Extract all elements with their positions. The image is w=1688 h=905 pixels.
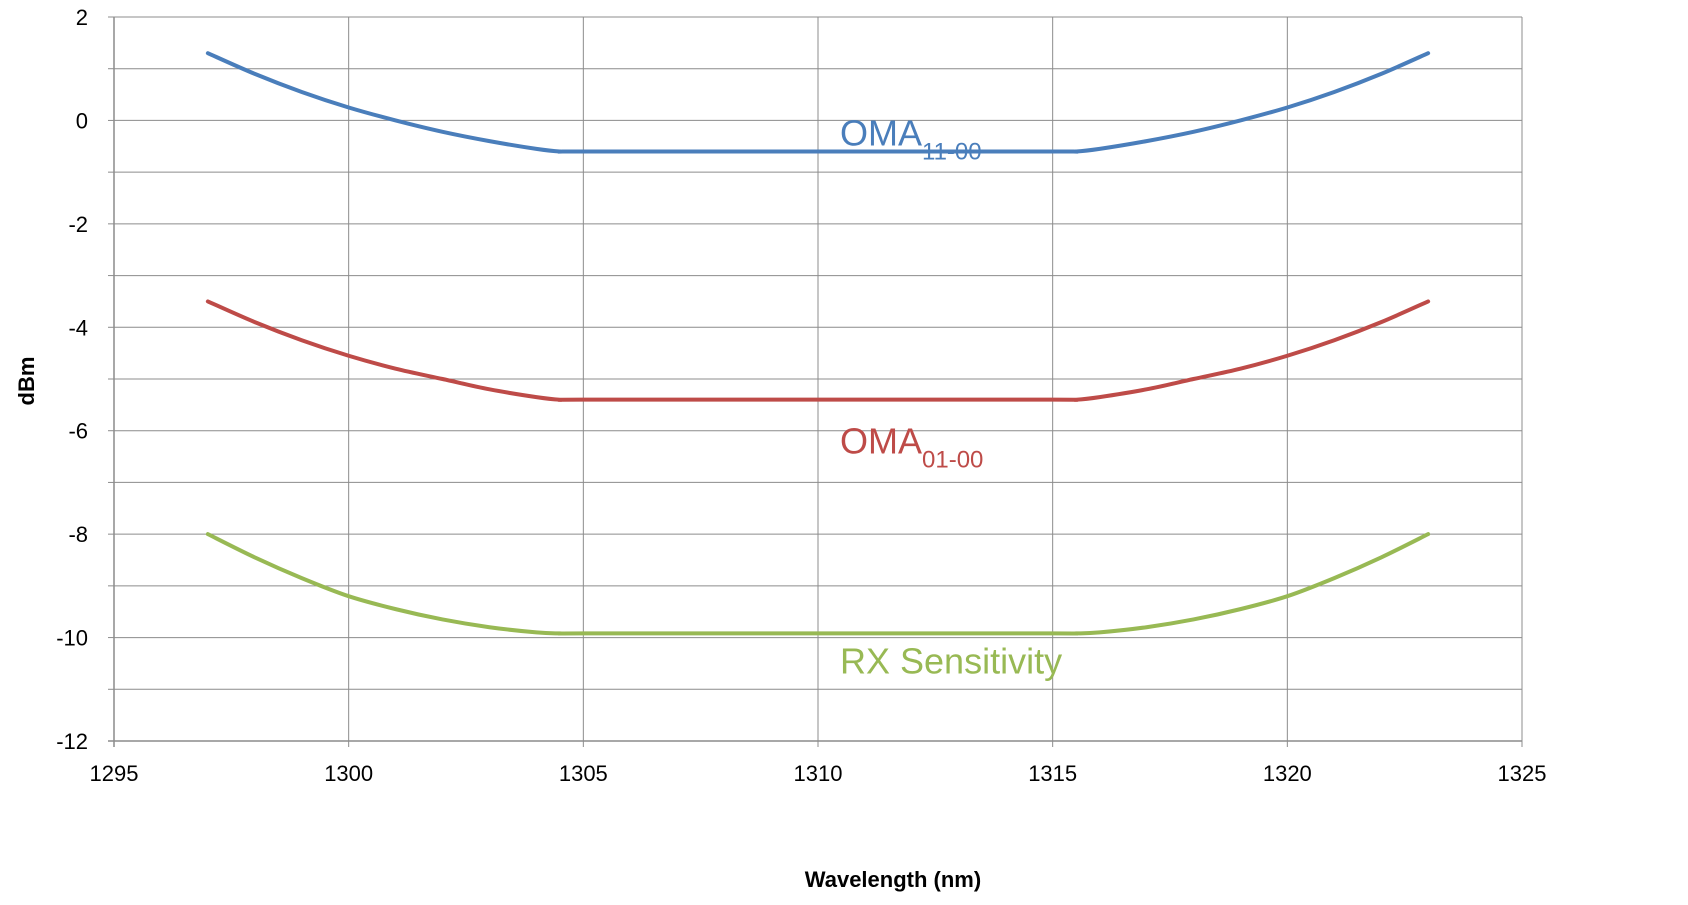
series-label-subscript: 11-00 xyxy=(922,138,982,165)
x-tick-label: 1310 xyxy=(794,761,843,786)
series-line-2 xyxy=(205,532,1431,636)
x-tick-label: 1295 xyxy=(90,761,139,786)
series-label-main: RX Sensitivity xyxy=(840,640,1062,681)
series-label-subscript: 01-00 xyxy=(922,447,983,474)
gridlines xyxy=(114,16,1523,741)
series-label-1: OMA01-00 xyxy=(840,421,983,474)
x-tick-label: 1320 xyxy=(1263,761,1312,786)
axes xyxy=(108,16,1523,747)
series-label-0: OMA11-00 xyxy=(840,112,982,165)
y-tick-label: -2 xyxy=(68,212,88,237)
x-axis-title: Wavelength (nm) xyxy=(805,867,981,892)
x-tick-label: 1305 xyxy=(559,761,608,786)
series-lines xyxy=(205,51,1431,636)
y-tick-label: 0 xyxy=(76,108,88,133)
series-label-2: RX Sensitivity xyxy=(840,640,1062,681)
y-tick-label: -8 xyxy=(68,522,88,547)
y-tick-label: -4 xyxy=(68,315,88,340)
series-line-1 xyxy=(205,299,1431,402)
x-tick-label: 1315 xyxy=(1028,761,1077,786)
x-tick-label: 1325 xyxy=(1498,761,1547,786)
y-axis-title: dBm xyxy=(14,357,39,406)
y-tick-label: -10 xyxy=(56,626,88,651)
y-tick-label: 2 xyxy=(76,5,88,30)
tick-labels: -12 -10 -8 -6 -4 -2 0 2 1295 1300 1305 1310 1315 1320… xyxy=(56,5,1546,786)
series-line-0 xyxy=(205,51,1431,154)
series-label-main: OMA xyxy=(840,421,922,462)
y-tick-label: -12 xyxy=(56,729,88,754)
x-tick-label: 1300 xyxy=(324,761,373,786)
series-label-main: OMA xyxy=(840,112,922,153)
y-tick-label: -6 xyxy=(68,419,88,444)
